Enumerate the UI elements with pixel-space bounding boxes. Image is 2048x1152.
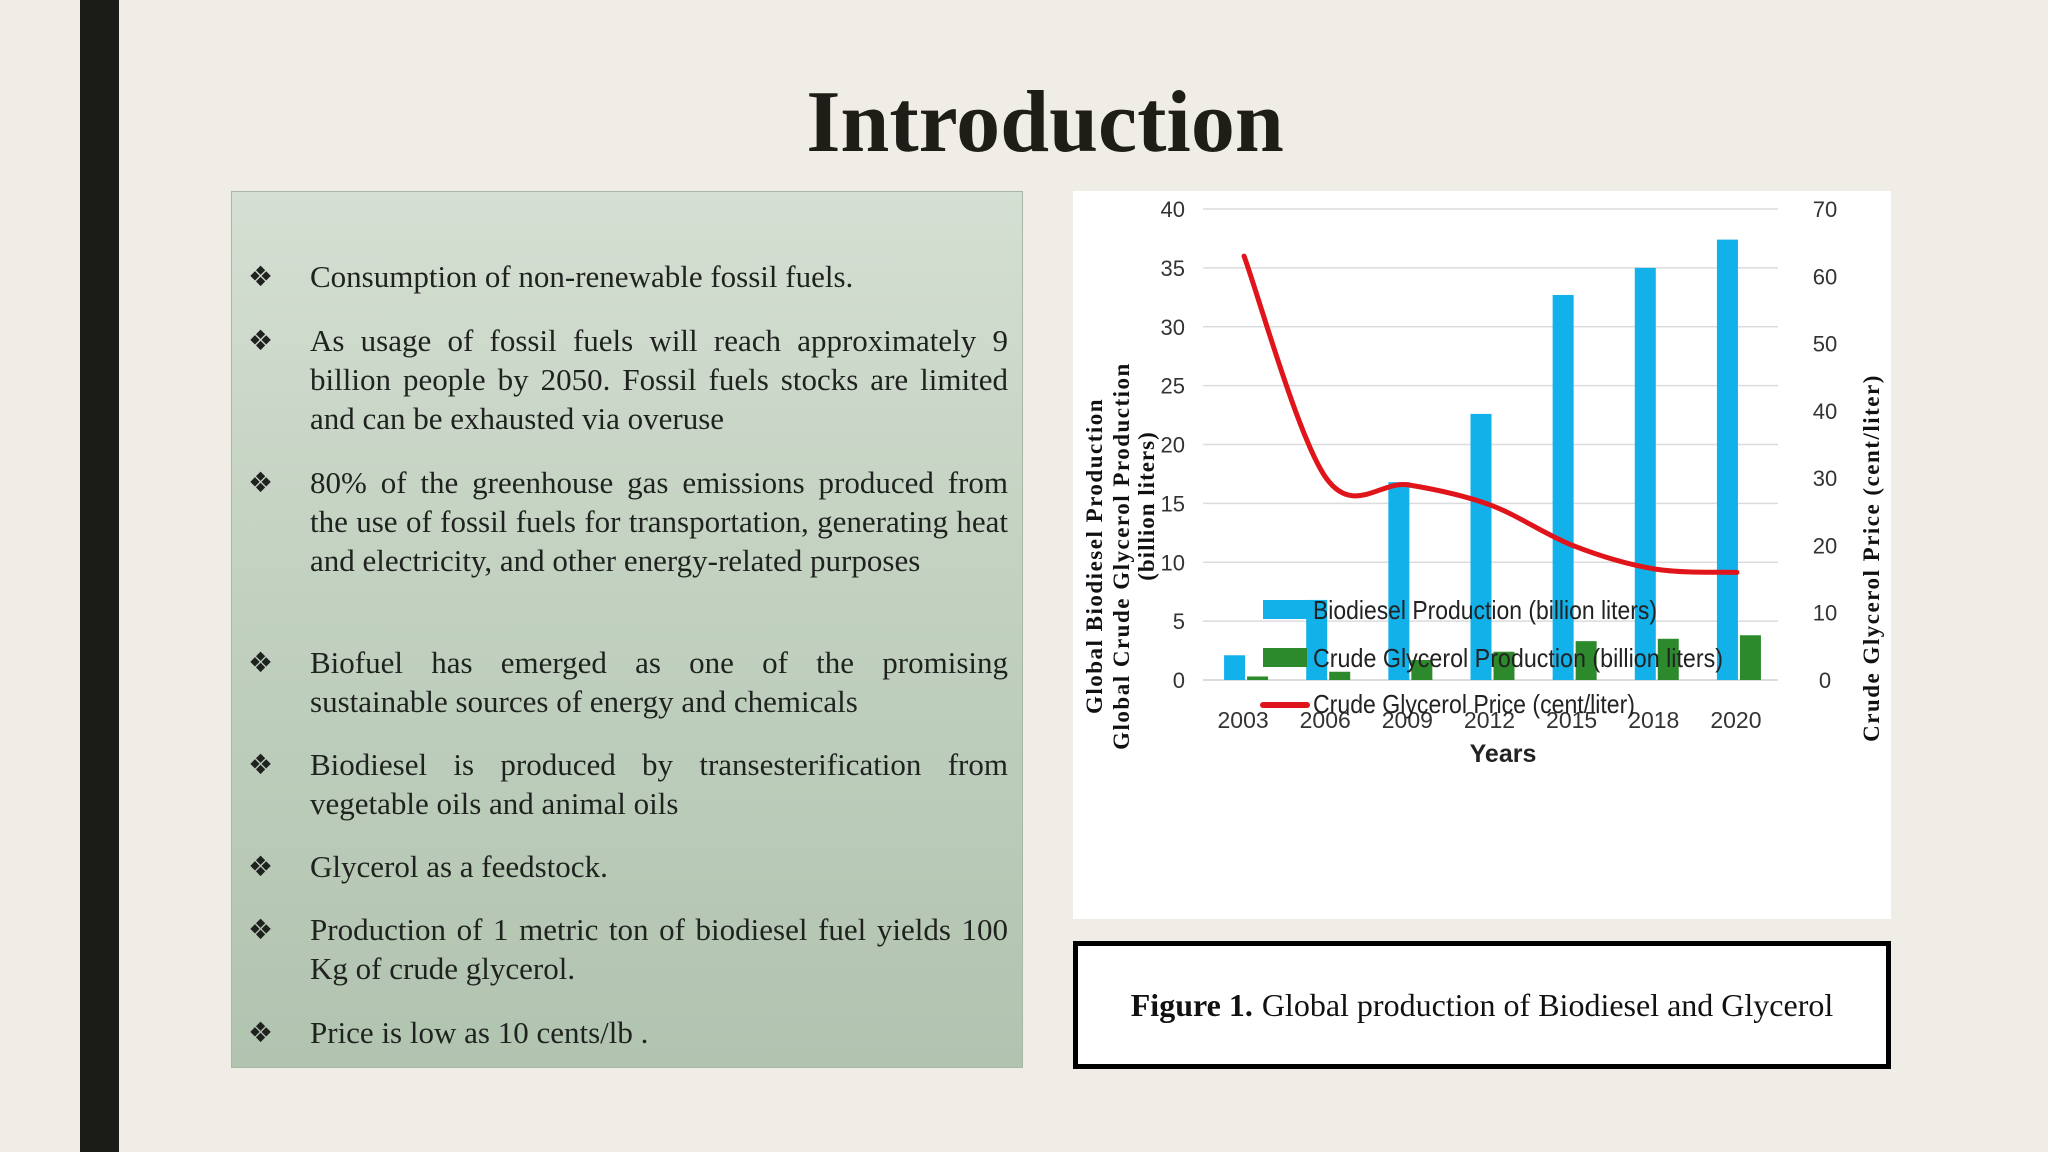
x-tick-label: 2009 — [1382, 707, 1433, 733]
y-left-tick-label: 15 — [1161, 491, 1185, 516]
x-axis-title: Years — [1470, 740, 1537, 768]
figure-caption-text: Global production of Biodiesel and Glyce… — [1261, 986, 1834, 1023]
y-right-tick-label: 50 — [1813, 332, 1837, 357]
bullet-item: ❖ Price is low as 10 cents/lb . — [248, 1013, 1008, 1052]
y-axis-right-title: Crude Glycerol Price (cent/liter) — [1859, 374, 1884, 742]
diamond-bullet-icon: ❖ — [248, 1016, 274, 1049]
biodiesel-bar — [1552, 294, 1574, 680]
chart-panel: 0 5 10 15 20 25 30 35 40 0 10 20 30 40 50 60 70 2003 2006 2… — [1073, 191, 1891, 919]
bullet-text: Consumption of non-renewable fossil fuel… — [310, 259, 854, 294]
glycerol-bar — [1411, 659, 1433, 680]
bullet-item: ❖ Production of 1 metric ton of biodiese… — [248, 910, 1008, 988]
slide-side-bar — [80, 0, 119, 1152]
glycerol-price-line — [1241, 253, 1740, 575]
x-tick-label: 2006 — [1300, 707, 1351, 733]
biodiesel-bar — [1224, 655, 1246, 680]
bullet-text: Biodiesel is produced by transesterifica… — [310, 747, 1008, 821]
y-left-tick-label: 25 — [1161, 374, 1185, 399]
glycerol-bar — [1739, 635, 1761, 680]
y-left-tick-label: 30 — [1161, 315, 1185, 340]
y-right-tick-label: 60 — [1813, 264, 1837, 289]
biodiesel-bar — [1306, 599, 1328, 680]
glycerol-bar — [1493, 651, 1515, 680]
biodiesel-bar — [1716, 239, 1738, 681]
y-right-tick-label: 0 — [1819, 668, 1831, 693]
y-right-tick-label: 20 — [1813, 533, 1837, 558]
biodiesel-bar — [1388, 482, 1410, 680]
y-right-tick-label: 30 — [1813, 466, 1837, 491]
bullet-list-panel: ❖ Consumption of non-renewable fossil fu… — [231, 191, 1023, 1068]
biodiesel-bar — [1634, 267, 1656, 680]
diamond-bullet-icon: ❖ — [248, 466, 274, 499]
x-tick-label: 2012 — [1464, 707, 1515, 733]
bullet-text: 80% of the greenhouse gas emissions prod… — [310, 465, 1008, 578]
y-left-tick-label: 5 — [1173, 609, 1185, 634]
legend-swatch — [1263, 648, 1307, 667]
legend-swatch — [1263, 600, 1307, 619]
bullet-item: ❖ 80% of the greenhouse gas emissions pr… — [248, 463, 1008, 580]
x-tick-label: 2003 — [1217, 707, 1268, 733]
bullet-item: ❖ As usage of fossil fuels will reach ap… — [248, 321, 1008, 438]
bullet-text: Biofuel has emerged as one of the promis… — [310, 645, 1008, 719]
y-axis-left-title-line1: Global Biodiesel Production — [1082, 398, 1107, 714]
bullet-item: ❖ Glycerol as a feedstock. — [248, 847, 1008, 886]
glycerol-bar — [1657, 638, 1679, 680]
diamond-bullet-icon: ❖ — [248, 850, 274, 883]
x-tick-label: 2020 — [1710, 707, 1761, 733]
diamond-bullet-icon: ❖ — [248, 913, 274, 946]
glycerol-bar — [1575, 641, 1597, 680]
y-left-tick-label: 40 — [1161, 197, 1185, 222]
x-tick-label: 2015 — [1546, 707, 1597, 733]
diamond-bullet-icon: ❖ — [248, 646, 274, 679]
bullet-item: ❖ Consumption of non-renewable fossil fu… — [248, 257, 1008, 296]
biodiesel-bar — [1470, 413, 1492, 680]
glycerol-bar — [1247, 676, 1269, 680]
y-right-tick-label: 10 — [1813, 601, 1837, 626]
x-tick-label: 2018 — [1628, 707, 1679, 733]
slide-title: Introduction — [806, 74, 1284, 171]
bullet-text: Price is low as 10 cents/lb . — [310, 1015, 649, 1050]
diamond-bullet-icon: ❖ — [248, 748, 274, 781]
legend-label: Biodiesel Production (billion liters) — [1313, 595, 1657, 625]
bullet-text: Glycerol as a feedstock. — [310, 849, 608, 884]
glycerol-bar — [1329, 671, 1351, 680]
y-right-tick-label: 70 — [1813, 197, 1837, 222]
diamond-bullet-icon: ❖ — [248, 324, 274, 357]
figure-caption-label: Figure 1. — [1130, 986, 1253, 1023]
bullet-text: Production of 1 metric ton of biodiesel … — [310, 912, 1008, 986]
production-chart: 0 5 10 15 20 25 30 35 40 0 10 20 30 40 50 60 70 2003 2006 2… — [1082, 197, 1884, 768]
y-left-tick-label: 0 — [1173, 668, 1185, 693]
legend-label: Crude Glycerol Price (cent/liter) — [1313, 689, 1635, 719]
y-left-tick-label: 20 — [1161, 433, 1185, 458]
y-left-tick-label: 10 — [1161, 550, 1185, 575]
legend-label: Crude Glycerol Production (billion liter… — [1313, 643, 1723, 673]
y-right-tick-label: 40 — [1813, 399, 1837, 424]
bullet-item: ❖ Biodiesel is produced by transesterifi… — [248, 745, 1008, 823]
bullet-item: ❖ Biofuel has emerged as one of the prom… — [248, 643, 1008, 721]
figure-caption: Figure 1. Global production of Biodiesel… — [1073, 941, 1891, 1069]
bullet-text: As usage of fossil fuels will reach appr… — [310, 323, 1008, 436]
y-left-tick-label: 35 — [1161, 256, 1185, 281]
y-axis-left-title-line2: Global Crude Glycerol Production — [1109, 362, 1134, 750]
diamond-bullet-icon: ❖ — [248, 260, 274, 293]
y-axis-left-title-line3: (billion liters) — [1134, 431, 1159, 581]
